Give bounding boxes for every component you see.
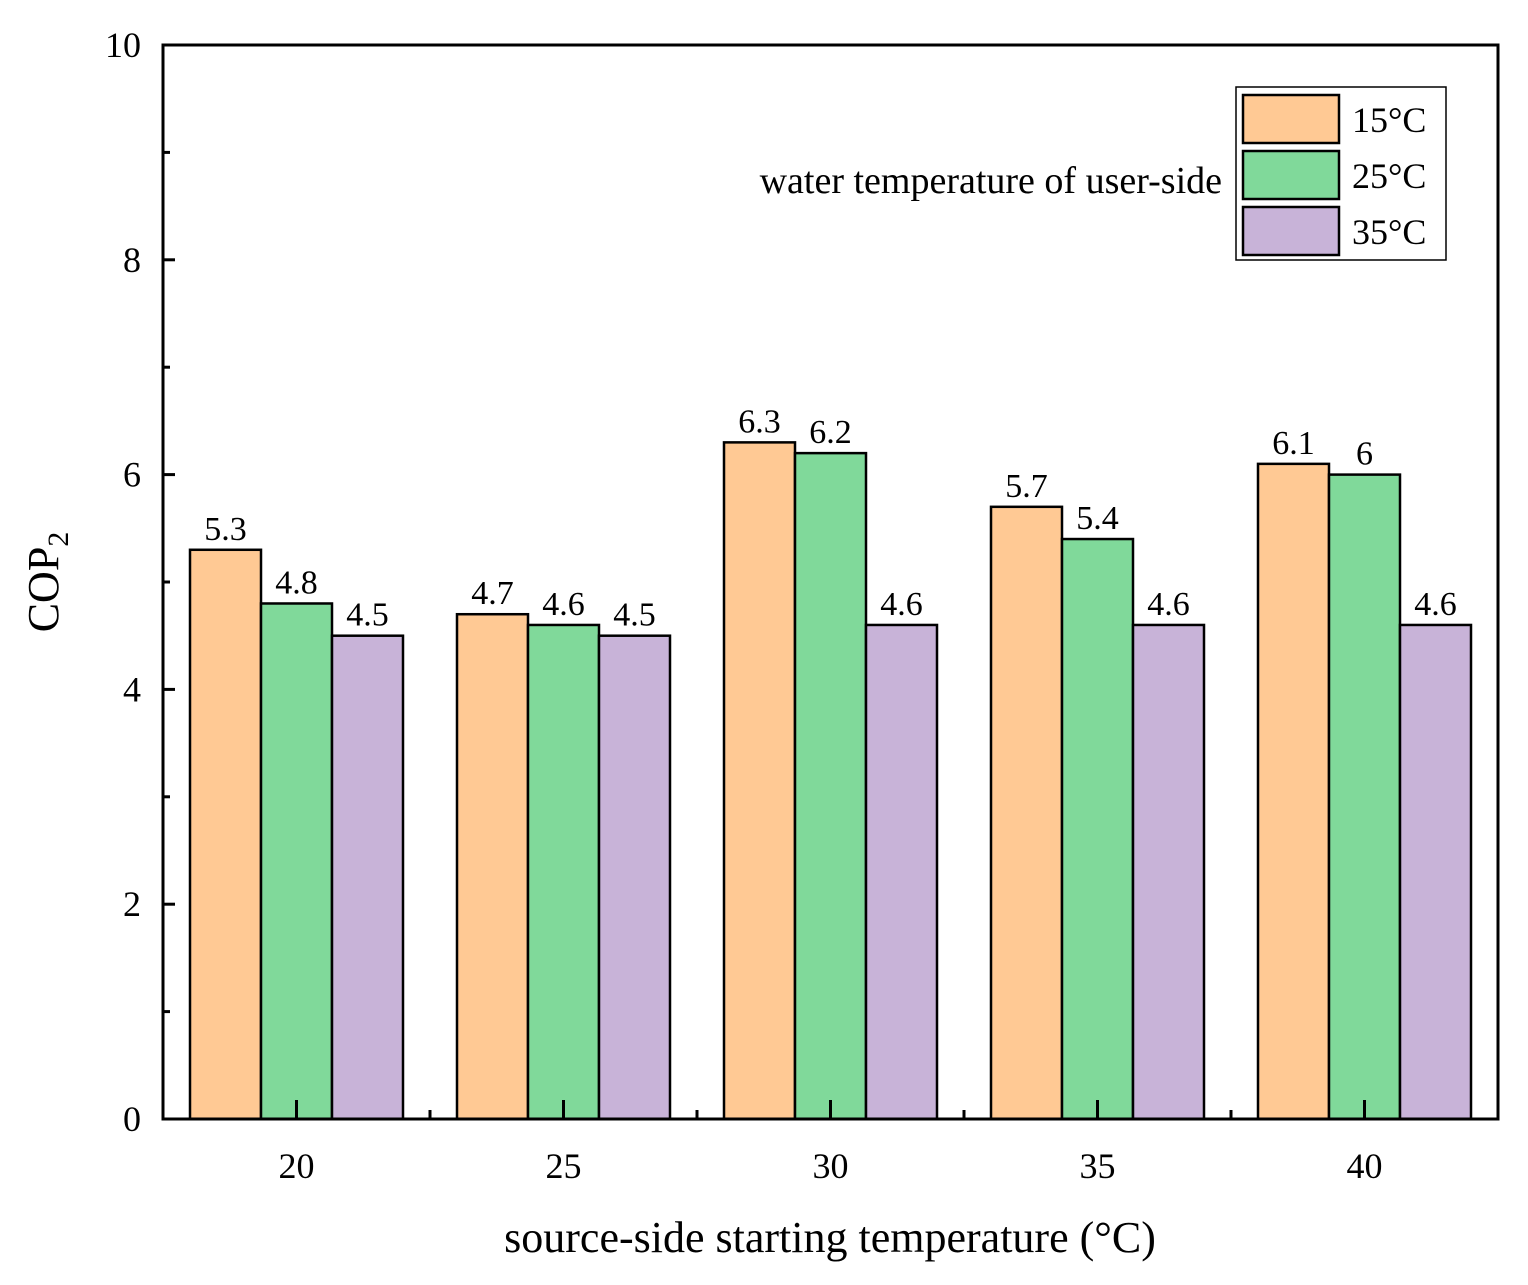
bar-35c-20 [330,634,405,1121]
data-label-35c-25: 4.5 [613,597,656,634]
data-label-35c-40: 4.6 [1414,586,1457,623]
bar-15c-35 [989,505,1064,1121]
bar-15c-40 [1256,462,1331,1121]
x-tick-label-40: 40 [1347,1146,1383,1186]
bar-15c-20 [188,548,263,1121]
y-tick-label-8: 8 [123,240,141,280]
data-label-35c-30: 4.6 [880,586,923,623]
y-tick-label-10: 10 [105,25,141,65]
bars-layer [188,441,1473,1121]
legend-swatch-35c [1241,205,1341,257]
y-axis: 0 2 4 6 8 10 [105,25,175,1139]
bar-25c-35 [1060,537,1135,1121]
bar-25c-30 [793,451,868,1121]
data-label-15c-30: 6.3 [738,403,781,440]
data-label-15c-40: 6.1 [1272,425,1315,462]
data-label-35c-20: 4.5 [346,597,389,634]
bar-35c-40 [1398,623,1473,1121]
y-axis-title-main: COP [19,547,68,633]
x-axis: 20 25 30 35 40 [279,1100,1383,1186]
legend-title: water temperature of user-side [760,160,1222,202]
data-label-15c-25: 4.7 [471,575,514,612]
legend-swatch-25c [1241,149,1341,201]
x-tick-label-25: 25 [546,1146,582,1186]
bar-15c-25 [455,612,530,1121]
y-tick-label-6: 6 [123,455,141,495]
x-tick-label-20: 20 [279,1146,315,1186]
y-axis-title: COP2 [19,532,75,633]
data-label-35c-35: 4.6 [1147,586,1190,623]
legend-swatch-15c [1241,93,1341,145]
bar-25c-40 [1327,473,1402,1121]
legend-label-15c: 15°C [1352,100,1426,140]
data-label-25c-35: 5.4 [1076,500,1119,537]
data-label-15c-35: 5.7 [1005,468,1048,505]
bar-25c-25 [526,623,601,1121]
y-tick-label-2: 2 [123,884,141,924]
bar-35c-30 [864,623,939,1121]
y-tick-label-0: 0 [123,1099,141,1139]
data-label-25c-20: 4.8 [275,564,318,601]
data-label-25c-25: 4.6 [542,586,585,623]
data-labels-layer: 5.3 4.8 4.5 4.7 4.6 4.5 6.3 6.2 4.6 5.7 5.4 4.6 6.1 6… [204,403,1457,633]
legend: 15°C 25°C 35°C [1235,86,1447,261]
data-label-25c-30: 6.2 [809,414,852,451]
x-tick-label-35: 35 [1080,1146,1116,1186]
x-tick-label-30: 30 [813,1146,849,1186]
data-label-15c-20: 5.3 [204,511,247,548]
bar-35c-25 [597,634,672,1121]
bar-25c-20 [259,602,334,1121]
legend-label-25c: 25°C [1352,156,1426,196]
data-label-25c-40: 6 [1356,436,1373,473]
y-axis-title-subscript: 2 [42,532,75,547]
bar-35c-35 [1131,623,1206,1121]
y-tick-label-4: 4 [123,669,141,709]
x-axis-title: source-side starting temperature (°C) [504,1213,1156,1262]
bar-15c-30 [722,441,797,1121]
legend-label-35c: 35°C [1352,212,1426,252]
